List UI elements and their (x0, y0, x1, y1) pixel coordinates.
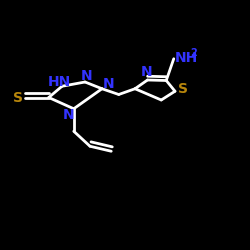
Text: N: N (140, 66, 152, 80)
Text: 2: 2 (190, 48, 197, 58)
Text: S: S (178, 82, 188, 96)
Text: HN: HN (48, 76, 71, 90)
Text: NH: NH (175, 50, 198, 64)
Text: N: N (80, 69, 92, 83)
Text: N: N (63, 108, 74, 122)
Text: N: N (103, 77, 115, 91)
Text: S: S (13, 90, 23, 104)
